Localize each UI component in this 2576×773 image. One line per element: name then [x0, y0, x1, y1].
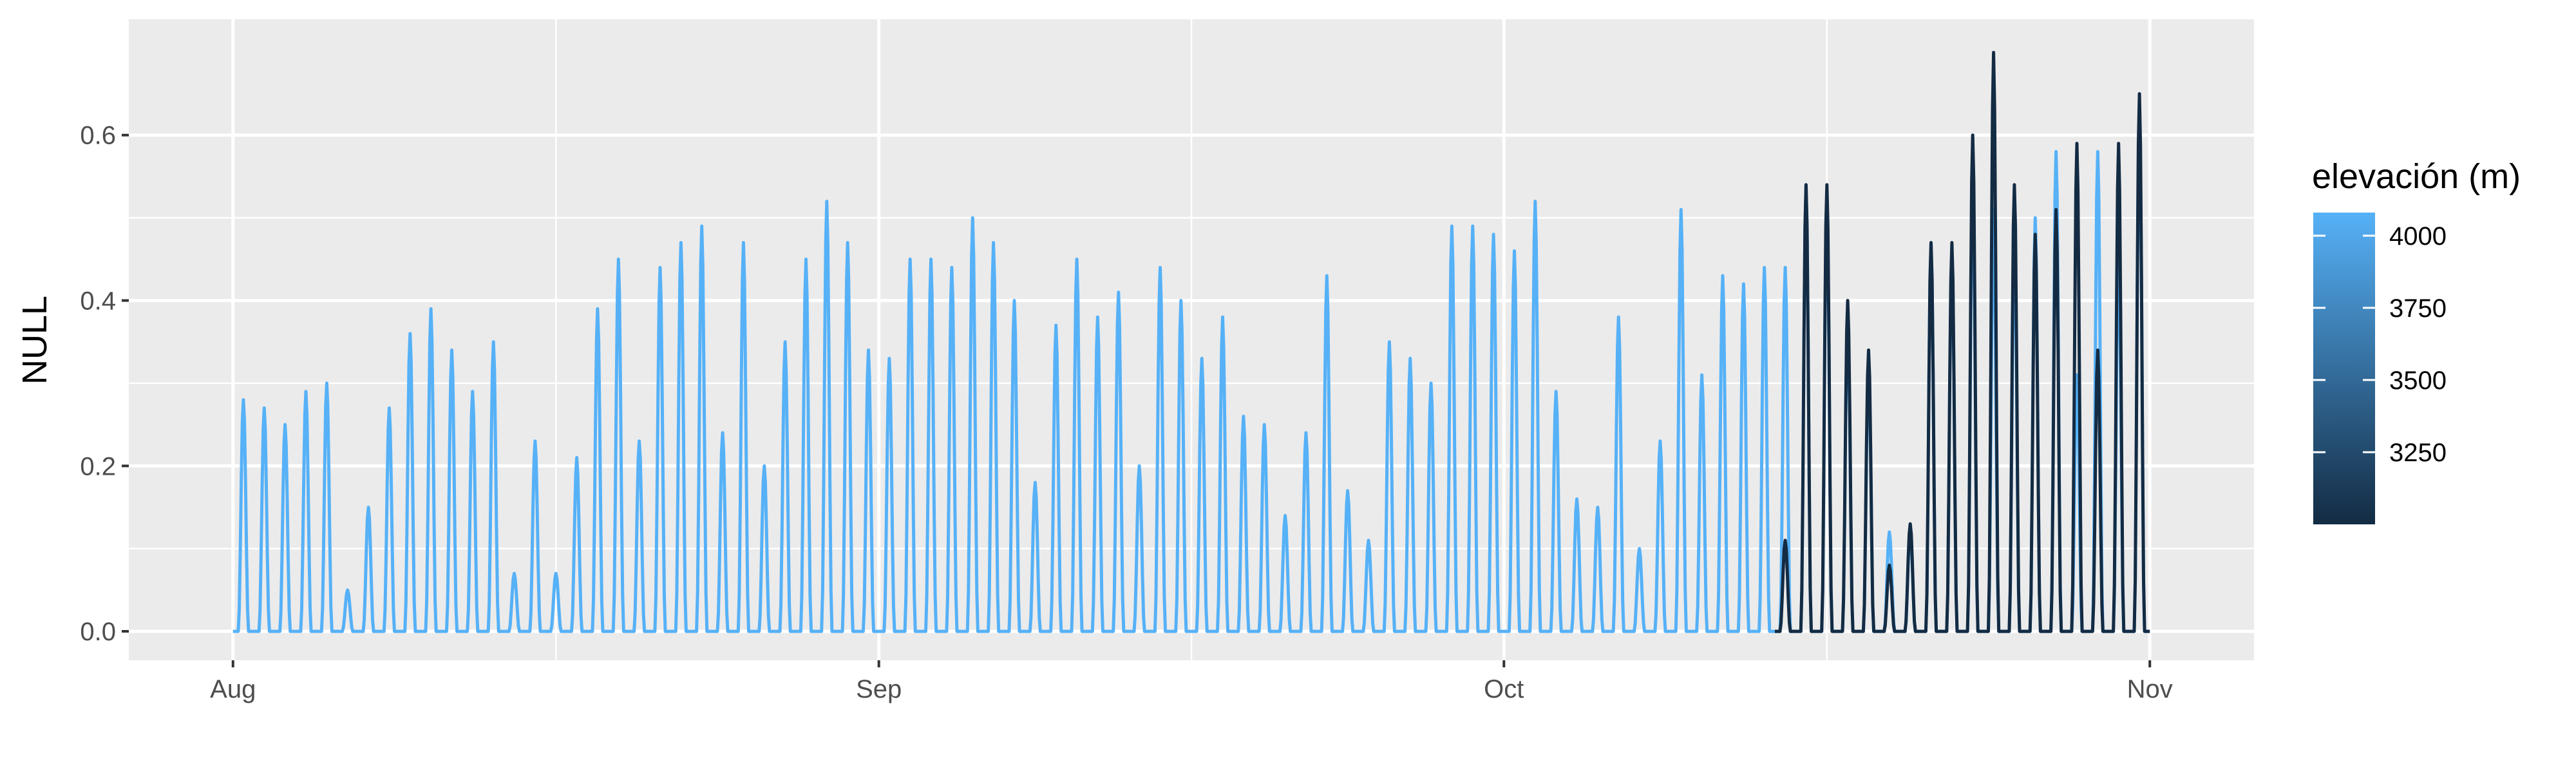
legend-tick-label: 4000 [2389, 222, 2447, 251]
x-axis: Aug Sep Oct Nov [210, 660, 2173, 703]
legend: elevación (m) 4000 3750 3500 3250 [2312, 157, 2521, 524]
series-line-3000 [1774, 50, 2150, 633]
series-layer [232, 50, 2150, 633]
legend-tick-label: 3250 [2389, 439, 2447, 467]
y-tick-label: 0.6 [80, 122, 116, 150]
y-axis: 0.0 0.2 0.4 0.6 [80, 122, 129, 646]
grid-minor [129, 19, 2254, 660]
y-tick-label: 0.0 [80, 618, 116, 646]
y-tick-label: 0.4 [80, 287, 116, 316]
legend-title: elevación (m) [2312, 157, 2521, 196]
y-tick-label: 0.2 [80, 452, 116, 481]
x-tick-label: Nov [2127, 675, 2173, 703]
y-axis-title: NULL [15, 296, 54, 385]
x-tick-label: Sep [856, 675, 902, 703]
x-tick-label: Aug [210, 675, 256, 703]
legend-tick-label: 3500 [2389, 367, 2447, 395]
legend-ticks: 4000 3750 3500 3250 [2313, 222, 2447, 467]
legend-tick-label: 3750 [2389, 294, 2447, 323]
legend-colorbar [2313, 213, 2375, 524]
x-tick-label: Oct [1484, 675, 1524, 703]
